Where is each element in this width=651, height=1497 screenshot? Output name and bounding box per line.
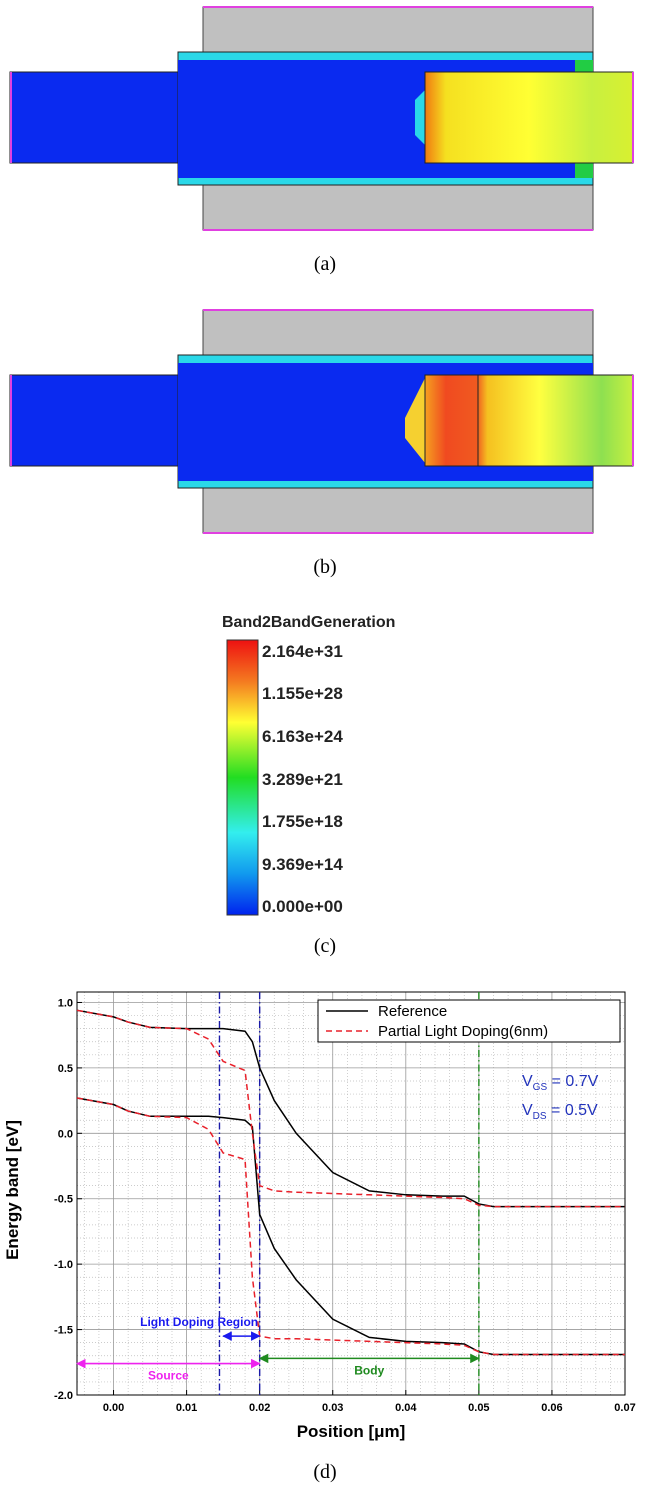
x-tick-label: 0.03 [322,1402,343,1414]
y-tick-label: -2.0 [54,1390,73,1402]
colorbar-label: 3.289e+21 [262,770,343,789]
bias-annotation: VGS = 0.7V [522,1073,599,1093]
bias-value: = 0.5V [547,1102,598,1119]
band-line [76,1009,625,1208]
colorbar-label: 2.164e+31 [262,642,343,661]
colorbar: Band2BandGeneration 2.164e+31 1.155e+28 … [222,614,395,916]
colorbar-title: Band2BandGeneration [222,614,395,631]
region-label: Source [148,1369,189,1383]
legend-label: Partial Light Doping(6nm) [378,1023,548,1040]
bias-symbol: V [522,1102,533,1119]
panel-label: (b) [313,556,336,578]
bias-subscript: GS [533,1082,548,1093]
x-tick-label: 0.02 [249,1402,270,1414]
colorbar-label: 1.155e+28 [262,684,343,703]
y-tick-label: 0.0 [58,1128,73,1140]
panel-label: (c) [314,935,336,957]
colorbar-label: 0.000e+00 [262,897,343,916]
legend-label: Reference [378,1003,447,1020]
bias-subscript: DS [533,1111,547,1122]
region-label: Light Doping Region [140,1315,258,1329]
y-tick-label: -0.5 [54,1194,73,1206]
plot-frame [76,991,626,1396]
panel-label: (d) [313,1461,336,1483]
y-tick-label: 0.5 [58,1063,73,1075]
colorbar-label: 9.369e+14 [262,855,343,874]
colorbar-scale [226,639,259,916]
y-tick-label: 1.0 [58,997,73,1009]
x-axis-label: Position [μm] [297,1422,406,1441]
y-tick-label: -1.0 [54,1259,73,1271]
legend-box [317,999,621,1043]
x-tick-label: 0.06 [541,1402,562,1414]
panel-b [9,309,634,534]
colorbar-label: 6.163e+24 [262,727,343,746]
band-line [76,1097,625,1356]
x-tick-label: 0.05 [468,1402,489,1414]
bias-symbol: V [522,1073,533,1090]
colorbar-label: 1.755e+18 [262,812,343,831]
x-tick-label: 0.01 [176,1402,197,1414]
region-label: Body [354,1363,384,1377]
panel-label: (a) [314,253,336,275]
y-tick-label: -1.5 [54,1325,73,1337]
x-tick-label: 0.07 [614,1402,635,1414]
y-axis-label: Energy band [eV] [3,1120,22,1260]
bias-value: = 0.7V [547,1073,598,1090]
bias-annotation: VDS = 0.5V [522,1102,598,1122]
x-tick-label: 0.04 [395,1402,417,1414]
x-tick-label: 0.00 [103,1402,124,1414]
panel-a [9,6,634,231]
line-chart: 0.00 0.01 0.02 0.03 0.04 0.05 0.06 0.07 1.0 0.5 0.… [54,991,636,1414]
